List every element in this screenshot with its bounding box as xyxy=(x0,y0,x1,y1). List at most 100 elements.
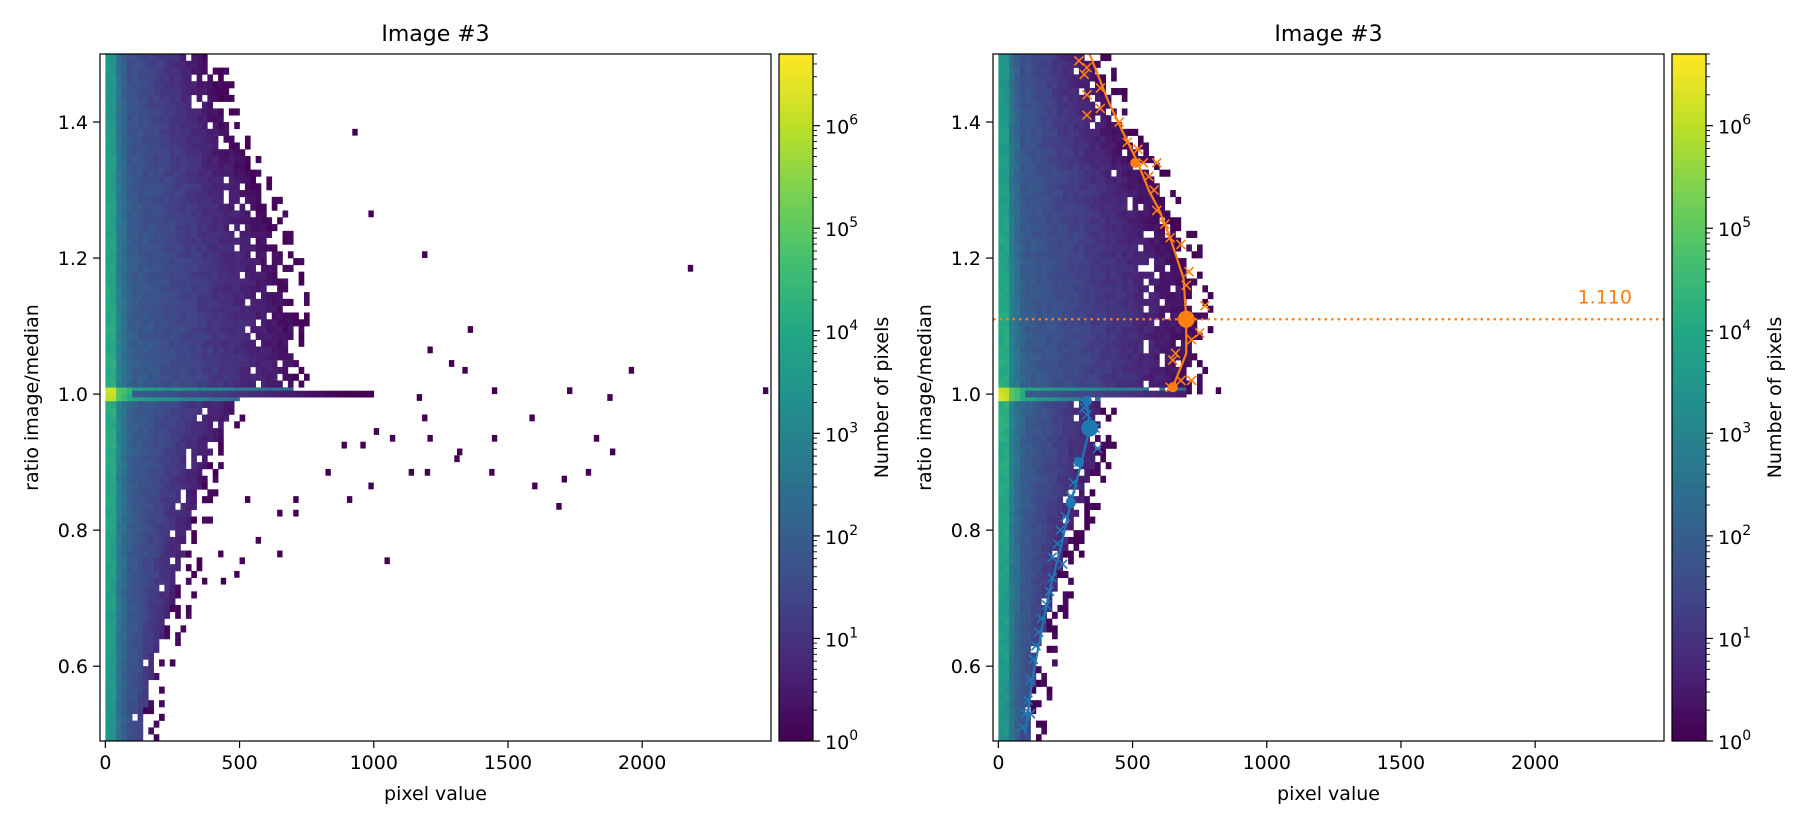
heatmap-bin xyxy=(191,516,197,524)
heatmap-bin xyxy=(105,230,112,238)
heatmap-bin xyxy=(1014,679,1021,687)
series-cross xyxy=(1194,327,1205,338)
heatmap-bin xyxy=(1046,489,1053,497)
colorbar-segment xyxy=(1672,134,1706,141)
heatmap-bin xyxy=(1100,217,1107,225)
heatmap-bin xyxy=(1030,135,1037,143)
heatmap-bin xyxy=(159,604,165,613)
series-cross xyxy=(1181,280,1192,291)
heatmap-bin xyxy=(1132,312,1139,320)
heatmap-bin xyxy=(1062,414,1069,422)
heatmap-bin xyxy=(239,326,246,334)
heatmap-bin xyxy=(1094,346,1101,354)
heatmap-bin xyxy=(191,366,197,374)
colorbar-segment xyxy=(1672,305,1706,313)
heatmap-bin xyxy=(159,244,165,252)
heatmap-bin xyxy=(105,659,112,667)
heatmap-bin xyxy=(196,360,203,368)
heatmap-bin xyxy=(1014,645,1021,653)
heatmap-bin xyxy=(1057,237,1064,245)
heatmap-bin xyxy=(191,162,197,170)
heatmap-bin xyxy=(1057,224,1064,232)
heatmap-bin xyxy=(1041,448,1047,456)
heatmap-bin xyxy=(105,135,112,143)
heatmap-bin xyxy=(1057,156,1064,164)
heatmap-bin xyxy=(185,60,192,68)
heatmap-bin xyxy=(110,475,117,483)
heatmap-bin xyxy=(1019,489,1026,497)
heatmap-bin xyxy=(223,394,230,402)
heatmap-bin xyxy=(1137,169,1144,177)
heatmap-bin xyxy=(1003,441,1010,449)
heatmap-bin xyxy=(1127,298,1133,306)
heatmap-bin xyxy=(1035,475,1042,483)
heatmap-bin xyxy=(196,353,203,361)
heatmap-bin xyxy=(132,390,138,398)
heatmap-bin xyxy=(126,638,133,647)
heatmap-bin xyxy=(1014,557,1021,565)
heatmap-bin xyxy=(1154,380,1160,388)
heatmap-bin xyxy=(142,706,149,715)
heatmap-bin xyxy=(1084,475,1090,483)
heatmap-bin xyxy=(126,570,133,579)
heatmap-bin xyxy=(1078,224,1085,232)
heatmap-bin xyxy=(1180,360,1187,368)
heatmap-bin xyxy=(1014,156,1021,164)
heatmap-bin xyxy=(175,441,181,449)
heatmap-bin xyxy=(121,237,128,245)
heatmap-bin xyxy=(159,346,165,354)
heatmap-bin xyxy=(998,115,1005,123)
heatmap-bin xyxy=(185,142,192,150)
heatmap-bin xyxy=(1121,292,1128,300)
heatmap-bin xyxy=(175,237,181,245)
heatmap-bin xyxy=(1030,176,1037,184)
heatmap-bin xyxy=(164,502,171,511)
heatmap-bin xyxy=(998,543,1005,551)
heatmap-bin xyxy=(191,278,197,286)
heatmap-bin xyxy=(1078,135,1085,143)
heatmap-bin xyxy=(116,734,122,741)
heatmap-bin xyxy=(1078,149,1085,157)
heatmap-bin xyxy=(255,305,262,313)
heatmap-bin xyxy=(196,60,203,68)
heatmap-bin xyxy=(1014,101,1021,109)
heatmap-bin xyxy=(169,509,176,517)
heatmap-bin xyxy=(228,81,235,89)
heatmap-bin xyxy=(180,482,187,490)
heatmap-bin xyxy=(218,162,224,170)
series-marker xyxy=(1081,395,1092,406)
heatmap-bin xyxy=(1041,203,1047,211)
colorbar-segment xyxy=(779,489,813,496)
heatmap-bin xyxy=(255,210,262,218)
heatmap-bin xyxy=(153,54,160,62)
heatmap-bin xyxy=(153,67,160,75)
heatmap-bin xyxy=(1116,156,1123,164)
heatmap-bin xyxy=(250,346,256,354)
heatmap-bin xyxy=(1052,237,1058,245)
heatmap-bin xyxy=(266,332,273,340)
heatmap-bin xyxy=(185,292,192,300)
heatmap-bin xyxy=(1111,183,1117,191)
heatmap-bin xyxy=(1035,380,1042,388)
heatmap-bin xyxy=(1003,577,1010,585)
heatmap-bin xyxy=(298,380,305,388)
heatmap-bin xyxy=(132,645,138,653)
heatmap-bin xyxy=(159,128,165,136)
heatmap-bin xyxy=(218,292,224,300)
heatmap-bin xyxy=(1137,380,1144,388)
heatmap-bin xyxy=(126,224,133,232)
heatmap-bin xyxy=(132,421,138,429)
heatmap-bin xyxy=(1003,210,1010,218)
heatmap-bin xyxy=(1148,312,1155,320)
heatmap-bin xyxy=(1073,156,1080,164)
heatmap-bin xyxy=(223,353,230,361)
heatmap-bin xyxy=(180,550,187,558)
heatmap-bin xyxy=(223,373,230,381)
heatmap-bin xyxy=(175,353,181,361)
heatmap-bin xyxy=(1019,135,1026,143)
heatmap-bin xyxy=(1030,523,1037,531)
heatmap-bin xyxy=(1041,94,1047,102)
heatmap-bin xyxy=(175,360,181,368)
heatmap-bin xyxy=(153,60,160,68)
heatmap-bin xyxy=(116,312,122,320)
